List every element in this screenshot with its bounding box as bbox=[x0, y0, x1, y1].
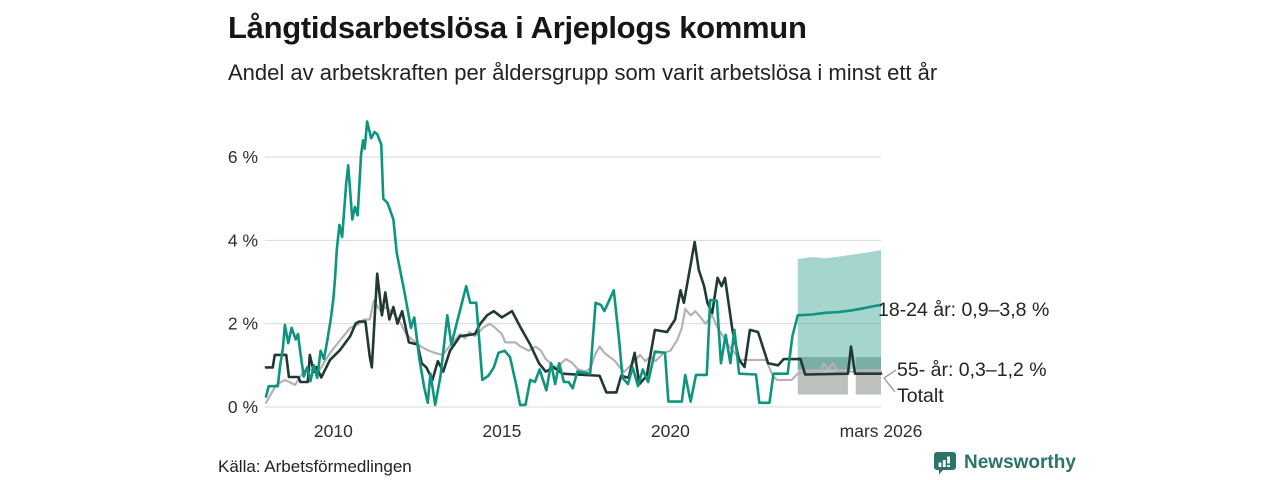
annotation-connector bbox=[883, 369, 897, 393]
series-line bbox=[264, 240, 883, 394]
y-axis-tick-label: 4 % bbox=[228, 230, 258, 250]
forecast-band bbox=[797, 249, 881, 370]
series-label-total: Totalt bbox=[897, 385, 944, 407]
series-label-18-24: 18-24 år: 0,9–3,8 % bbox=[878, 299, 1050, 321]
brand-name: Newsworthy bbox=[964, 452, 1076, 473]
x-axis-tick-label: 2015 bbox=[482, 421, 521, 441]
x-axis-tick-label: mars 2026 bbox=[840, 421, 923, 441]
forecast-band bbox=[855, 356, 881, 395]
x-axis-tick-label: 2010 bbox=[314, 421, 353, 441]
source-note: Källa: Arbetsförmedlingen bbox=[218, 457, 412, 476]
y-axis-tick-label: 0 % bbox=[228, 397, 258, 417]
page-title: Långtidsarbetslösa i Arjeplogs kommun bbox=[228, 10, 807, 45]
brand-logo: Newsworthy bbox=[933, 451, 1076, 475]
chart-subtitle: Andel av arbetskraften per åldersgrupp s… bbox=[228, 60, 938, 85]
newsworthy-icon bbox=[934, 452, 956, 475]
y-axis-tick-label: 6 % bbox=[228, 147, 258, 167]
y-axis-tick-label: 2 % bbox=[228, 314, 258, 334]
series-label-55: 55- år: 0,3–1,2 % bbox=[897, 359, 1047, 381]
series-line bbox=[264, 120, 883, 407]
x-axis-tick-label: 2020 bbox=[651, 421, 690, 441]
